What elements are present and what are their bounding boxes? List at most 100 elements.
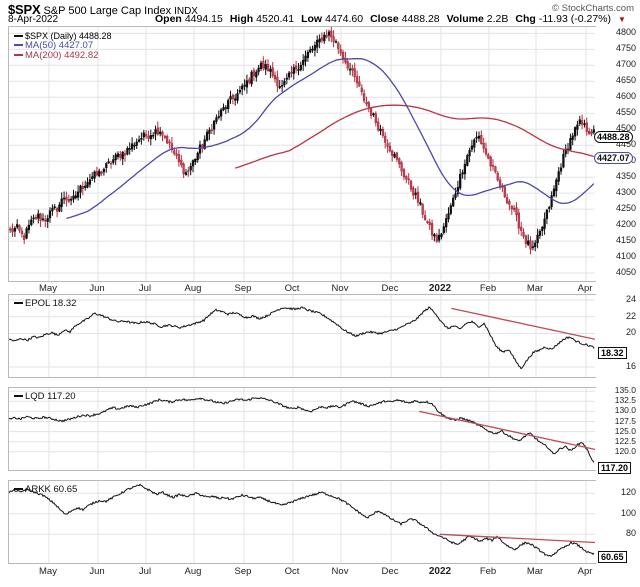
ma50-line-icon [14,44,23,46]
x-tick-label: Jun [89,566,105,577]
y-tick-label: 4150 [615,235,636,246]
x-tick-label: Mar [526,566,544,577]
main-price-panel[interactable] [8,26,596,282]
x-tick-label: Jul [138,566,152,577]
symbol-ticker[interactable]: $SPX [8,2,41,17]
spx-price-flag: 4488.28 [594,131,633,143]
x-tick-label: Sep [234,283,252,294]
arkk-panel[interactable] [8,480,596,564]
y-tick-label: 132.5 [614,395,636,406]
price-plot-area[interactable] [9,27,596,281]
y-tick-label: 4600 [615,91,636,102]
bottom-x-axis: May Jun Jul Aug Sep Oct Nov Dec 2022 Feb Mar Apr [0,566,640,579]
candlestick-icon [14,35,23,37]
symbol-name: S&P 500 Large Cap Index [43,5,172,17]
x-tick-label: Oct [284,283,300,294]
quote-bar: Open 4494.15 High 4520.41 Low 4474.60 Close 448… [155,13,626,25]
x-tick-label: Nov [331,566,349,577]
open-label: Open [155,13,182,25]
y-tick-label: 4450 [615,139,636,150]
y-tick-label: 4250 [615,203,636,214]
y-tick-label: 122.5 [614,435,636,446]
y-tick-label: 4350 [615,171,636,182]
arkk-plot-area[interactable] [9,481,596,563]
x-tick-label: Dec [381,283,399,294]
x-tick-label: Aug [184,566,202,577]
lqd-y-axis: 135.0 132.5 130.0 127.5 125.0 122.5 120.0 [596,385,640,471]
volume-label: Volume [446,13,484,25]
high-label: High [229,13,254,25]
lqd-value-flag: 117.20 [598,462,632,474]
epol-y-axis: 24 22 20 16 [596,294,640,378]
y-tick-label: 135.0 [614,385,636,396]
epol-plot-area[interactable] [9,295,596,377]
x-tick-label: Feb [479,283,497,294]
x-tick-label: Feb [479,566,497,577]
y-tick-label: 4200 [615,219,636,230]
chg-value: -11.93 (-0.27%) [538,13,612,25]
epol-panel[interactable] [8,294,596,378]
legend-ma200-label: MA(200) 4492.82 [25,50,99,61]
x-tick-label: May [39,283,57,294]
y-tick-label: 16 [625,360,636,371]
lqd-legend: LQD 117.20 [14,392,76,402]
y-tick-label: 22 [625,310,636,321]
x-tick-label: Apr [577,566,593,577]
volume-value: 2.2B [486,13,509,25]
epol-legend: EPOL 18.32 [14,299,76,309]
x-tick-label: Sep [234,566,252,577]
y-tick-label: 4550 [615,107,636,118]
lqd-plot-area[interactable] [9,388,596,470]
epol-line-icon [14,302,23,304]
legend-ma200: MA(200) 4492.82 [14,51,112,61]
chg-label: Chg [515,13,536,25]
y-tick-label: 120.0 [614,445,636,456]
y-tick-label: 125.0 [614,425,636,436]
y-tick-label: 100 [620,507,636,518]
ma200-line-icon [14,54,23,56]
legend-ma50: MA(50) 4427.07 [14,41,112,51]
low-value: 4474.60 [325,13,364,25]
y-tick-label: 4800 [615,27,636,38]
y-tick-label: 4500 [615,123,636,134]
y-tick-label: 20 [625,327,636,338]
lqd-panel[interactable] [8,387,596,471]
close-value: 4488.28 [401,13,440,25]
x-tick-label: Nov [331,283,349,294]
epol-value-flag: 18.32 [598,347,627,359]
x-tick-label: May [39,566,57,577]
main-x-axis: May Jun Jul Aug Sep Oct Nov Dec 2022 Feb Mar Apr [0,283,640,296]
arkk-line-icon [14,488,23,490]
ma50-price-flag: 4427.07 [594,152,633,164]
y-tick-label: 120 [620,487,636,498]
arkk-legend: ARKK 60.65 [14,485,77,495]
y-tick-label: 24 [625,294,636,305]
epol-legend-label: EPOL 18.32 [25,298,77,309]
legend-spx: $SPX (Daily) 4488.28 [14,31,112,41]
legend-spx-label: $SPX (Daily) 4488.28 [25,31,112,41]
x-tick-label: Aug [184,283,202,294]
open-value: 4494.15 [184,13,223,25]
arkk-value-flag: 60.65 [598,551,627,563]
chart-header: $SPX S&P 500 Large Cap Index INDX © StockC… [0,0,640,26]
arkk-y-axis: 120 100 80 [596,480,640,564]
quote-date: 8-Apr-2022 [8,14,59,25]
x-tick-label: Mar [526,283,544,294]
y-tick-label: 4750 [615,43,636,54]
main-chart-legend: $SPX (Daily) 4488.28 MA(50) 4427.07 MA(2… [14,31,112,61]
y-tick-label: 127.5 [614,415,636,426]
x-tick-label: Jun [89,283,105,294]
stockcharts-brand: © StockCharts.com [552,3,634,14]
arkk-legend-label: ARKK 60.65 [25,484,78,495]
lqd-legend-label: LQD 117.20 [25,391,76,402]
x-tick-label: Apr [577,283,593,294]
chg-down-arrow-icon[interactable]: ▼ [618,15,626,24]
y-tick-label: 4650 [615,75,636,86]
y-tick-label: 4100 [615,251,636,262]
y-tick-label: 80 [625,528,636,539]
symbol-exchange: INDX [174,6,198,17]
x-tick-label: 2022 [428,283,452,294]
symbol-line: $SPX S&P 500 Large Cap Index INDX [8,1,198,19]
y-tick-label: 4050 [615,267,636,277]
